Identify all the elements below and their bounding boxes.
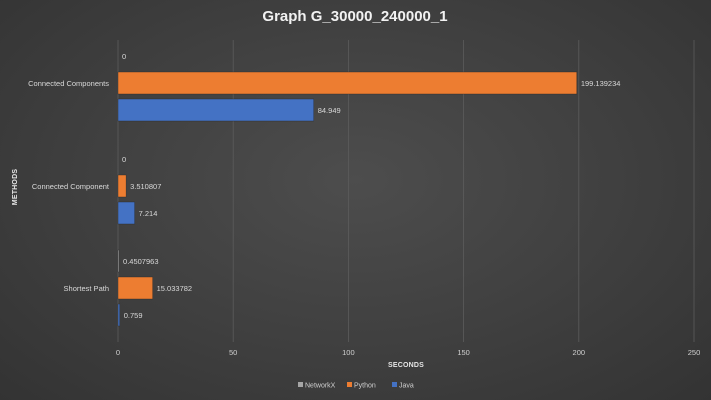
legend-label[interactable]: Python — [354, 383, 376, 390]
x-axis-ticks: 0 50 100 150 200 250 — [116, 348, 700, 357]
category-label: Connected Component — [32, 182, 110, 191]
bar-java — [117, 98, 314, 122]
x-tick-label: 150 — [457, 348, 470, 357]
bar-python — [117, 71, 578, 95]
data-label: 0.4507963 — [123, 257, 158, 266]
category-label: Connected Components — [28, 79, 109, 88]
legend-label[interactable]: NetworkX — [305, 383, 336, 390]
chart-title: Graph G_30000_240000_1 — [262, 8, 447, 25]
bar-python — [117, 276, 153, 300]
data-label: 84.949 — [318, 106, 341, 115]
bar-python — [117, 174, 127, 198]
legend-label[interactable]: Java — [399, 383, 414, 390]
x-tick-label: 50 — [229, 348, 237, 357]
data-label: 3.510807 — [130, 182, 161, 191]
bar-java — [117, 303, 120, 327]
data-label: 7.214 — [139, 209, 158, 218]
legend-swatch-networkx — [298, 382, 303, 387]
x-axis-title: SECONDS — [388, 362, 424, 369]
x-tick-label: 200 — [573, 348, 586, 357]
bar-java — [117, 201, 135, 225]
legend-swatch-python — [347, 382, 352, 387]
legend[interactable]: NetworkX Python Java — [298, 382, 414, 390]
legend-swatch-java — [392, 382, 397, 387]
x-tick-label: 0 — [116, 348, 120, 357]
data-labels: 0 199.139234 84.949 0 3.510807 7.214 0.4507963… — [122, 52, 620, 320]
data-label: 199.139234 — [581, 79, 621, 88]
data-label: 15.033782 — [157, 284, 192, 293]
category-labels: Connected Components Connected Component S… — [28, 79, 110, 293]
x-tick-label: 250 — [688, 348, 701, 357]
data-label: 0 — [122, 52, 126, 61]
data-label: 0.759 — [124, 311, 143, 320]
bars — [117, 71, 578, 327]
data-label: 0 — [122, 155, 126, 164]
y-axis-title: METHODS — [12, 169, 19, 206]
bar-networkx — [117, 249, 120, 273]
x-tick-label: 100 — [342, 348, 355, 357]
category-label: Shortest Path — [64, 284, 109, 293]
